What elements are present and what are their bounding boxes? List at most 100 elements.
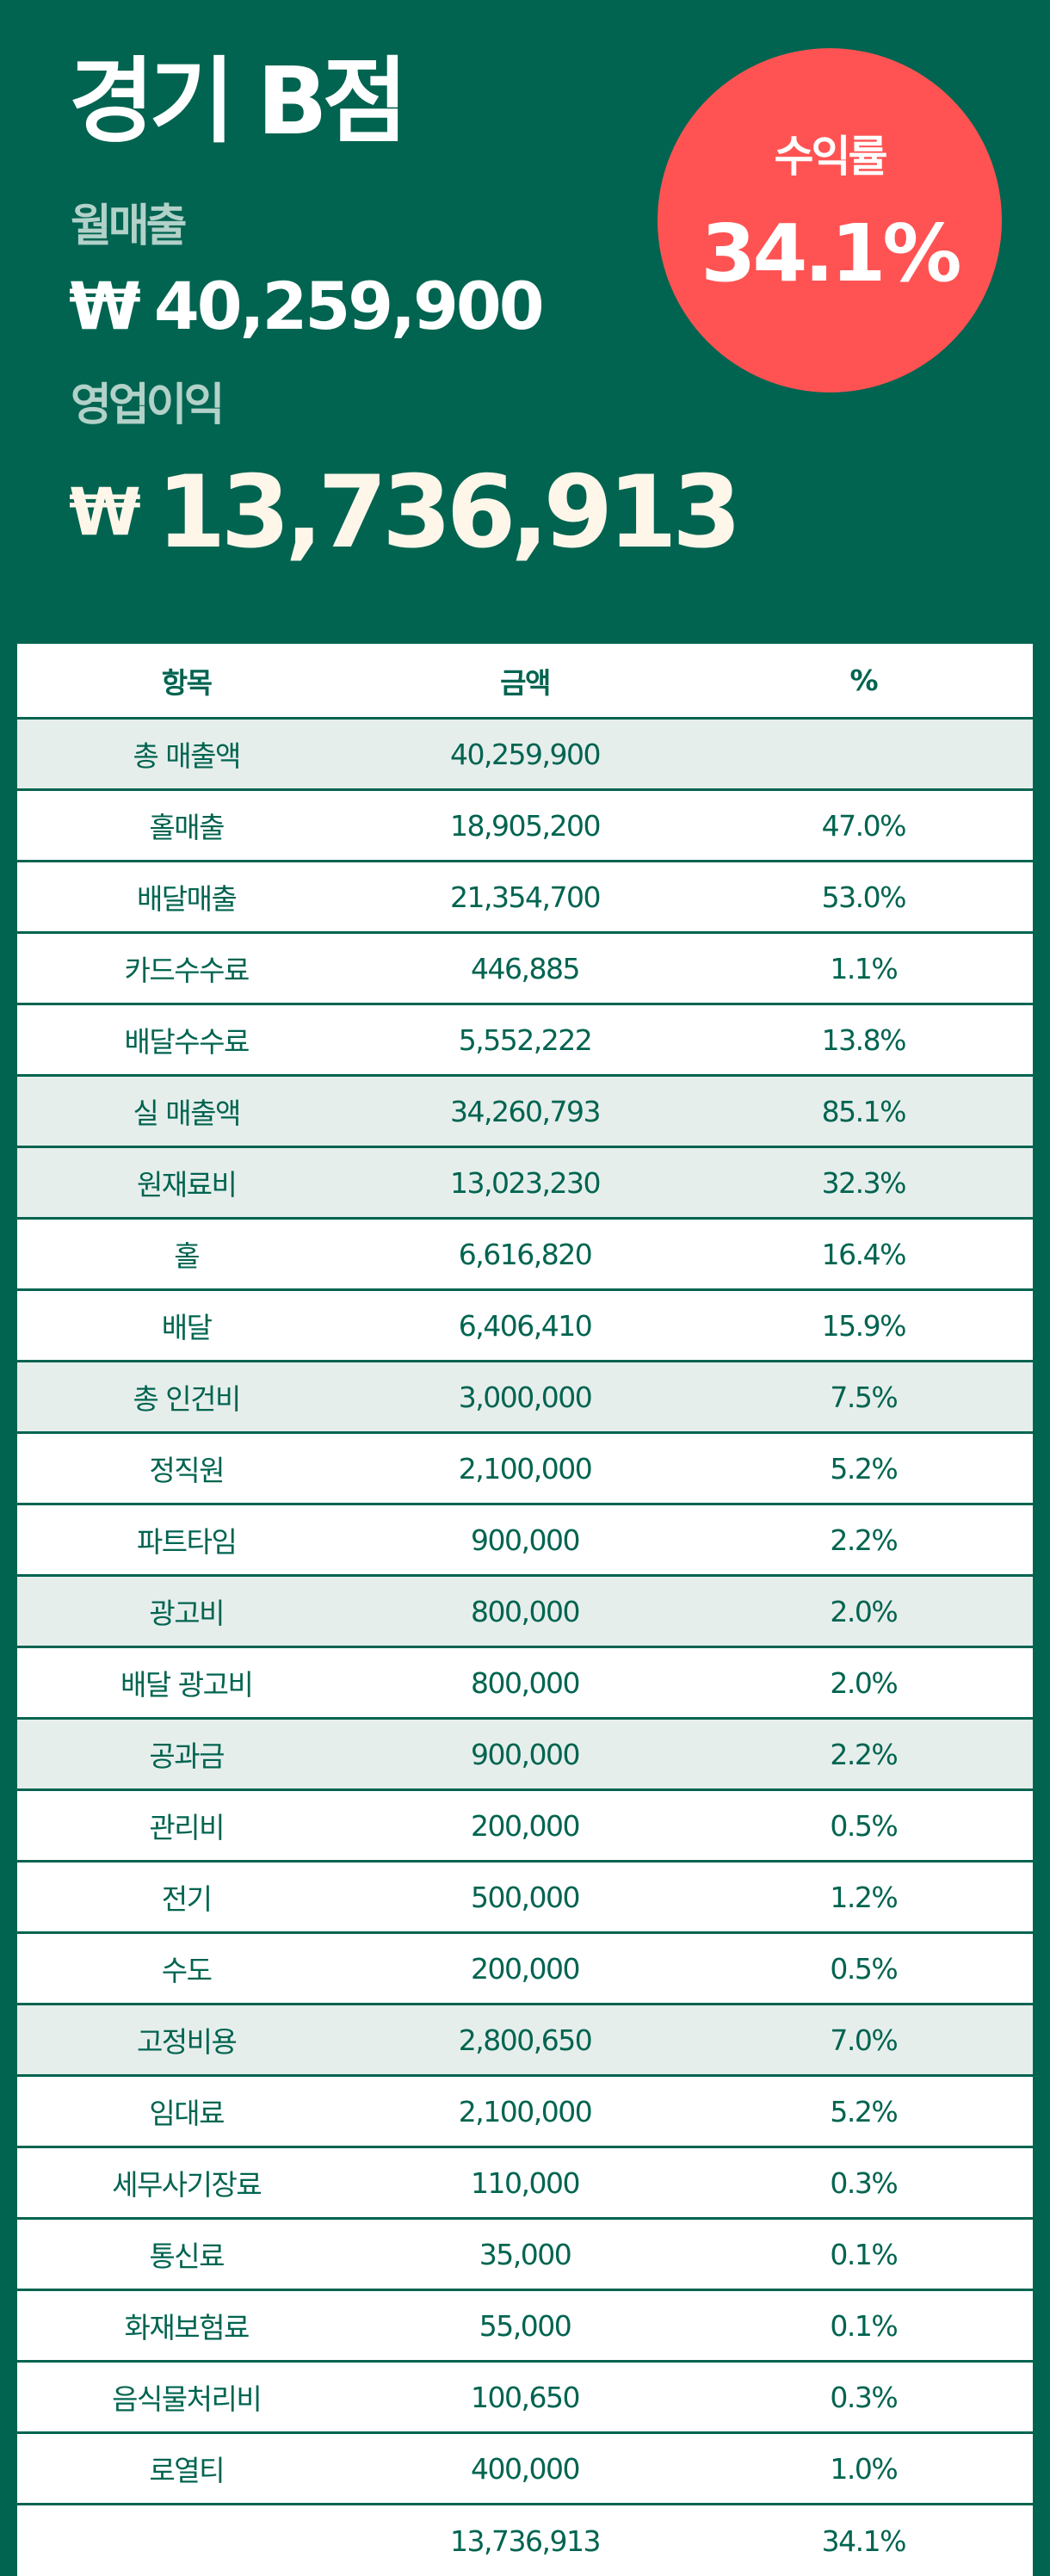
row-item-cell: 수도 bbox=[17, 1933, 355, 2005]
monthly-sales-label: 월매출 bbox=[71, 200, 184, 253]
row-amount-cell: 200,000 bbox=[355, 1790, 694, 1862]
row-percent-cell: 32.3% bbox=[695, 1147, 1033, 1219]
row-item-cell: 총 매출액 bbox=[17, 719, 355, 790]
row-percent-cell: 2.0% bbox=[695, 1576, 1033, 1647]
row-amount-cell: 6,616,820 bbox=[355, 1219, 694, 1290]
row-item-cell: 공과금 bbox=[17, 1719, 355, 1790]
profit-rate-badge: 수익률 34.1% bbox=[658, 48, 1002, 392]
row-amount-cell: 13,736,913 bbox=[355, 2505, 694, 2576]
row-percent-cell: 5.2% bbox=[695, 1433, 1033, 1504]
row-amount-cell: 200,000 bbox=[355, 1933, 694, 2005]
won-currency-icon: ₩ bbox=[69, 473, 136, 551]
row-item-cell: 세무사기장료 bbox=[17, 2147, 355, 2219]
row-amount-cell: 446,885 bbox=[355, 933, 694, 1004]
operating-profit-value: 13,736,913 bbox=[157, 454, 737, 571]
row-item-cell: 원재료비 bbox=[17, 1147, 355, 1219]
row-item-cell: 광고비 bbox=[17, 1576, 355, 1647]
row-item-cell: 파트타임 bbox=[17, 1504, 355, 1576]
row-percent-cell: 2.0% bbox=[695, 1647, 1033, 1719]
row-amount-cell: 13,023,230 bbox=[355, 1147, 694, 1219]
row-amount-cell: 3,000,000 bbox=[355, 1362, 694, 1433]
row-percent-cell: 1.1% bbox=[695, 933, 1033, 1004]
row-percent-cell: 1.0% bbox=[695, 2433, 1033, 2505]
row-amount-cell: 100,650 bbox=[355, 2362, 694, 2433]
row-percent-cell: 34.1% bbox=[695, 2505, 1033, 2576]
row-amount-cell: 400,000 bbox=[355, 2433, 694, 2505]
row-item-cell: 홀매출 bbox=[17, 790, 355, 862]
row-percent-cell: 5.2% bbox=[695, 2076, 1033, 2147]
row-item-cell: 배달 광고비 bbox=[17, 1647, 355, 1719]
store-title: 경기 B점 bbox=[69, 46, 403, 158]
table-header-row: 항목 금액 % bbox=[17, 644, 1033, 719]
row-amount-cell: 40,259,900 bbox=[355, 719, 694, 790]
column-header-amount: 금액 bbox=[355, 644, 694, 719]
row-item-cell: 배달매출 bbox=[17, 862, 355, 933]
row-percent-cell: 0.3% bbox=[695, 2147, 1033, 2219]
row-percent-cell: 13.8% bbox=[695, 1004, 1033, 1076]
row-percent-cell: 53.0% bbox=[695, 862, 1033, 933]
row-item-cell: 관리비 bbox=[17, 1790, 355, 1862]
row-amount-cell: 900,000 bbox=[355, 1504, 694, 1576]
row-item-cell: 전기 bbox=[17, 1862, 355, 1933]
summary-header: 경기 B점 월매출 ₩40,259,900 영업이익 ₩13,736,913 수… bbox=[0, 0, 1050, 644]
column-header-item: 항목 bbox=[17, 644, 355, 719]
row-amount-cell: 21,354,700 bbox=[355, 862, 694, 933]
row-item-cell: 음식물처리비 bbox=[17, 2362, 355, 2433]
row-amount-cell: 34,260,793 bbox=[355, 1076, 694, 1147]
row-item-cell: 정직원 bbox=[17, 1433, 355, 1504]
row-amount-cell: 55,000 bbox=[355, 2290, 694, 2362]
row-item-cell: 배달 bbox=[17, 1290, 355, 1362]
row-item-cell: 통신료 bbox=[17, 2219, 355, 2290]
row-percent-cell: 0.5% bbox=[695, 1933, 1033, 2005]
won-currency-icon: ₩ bbox=[69, 267, 139, 345]
row-percent-cell: 15.9% bbox=[695, 1290, 1033, 1362]
monthly-sales-value: 40,259,900 bbox=[154, 268, 542, 344]
row-item-cell: 고정비용 bbox=[17, 2005, 355, 2076]
row-amount-cell: 35,000 bbox=[355, 2219, 694, 2290]
operating-profit-amount: ₩13,736,913 bbox=[69, 453, 737, 572]
row-percent-cell: 0.3% bbox=[695, 2362, 1033, 2433]
profit-rate-value: 34.1% bbox=[658, 207, 1002, 301]
row-item-cell: 로열티 bbox=[17, 2433, 355, 2505]
row-amount-cell: 800,000 bbox=[355, 1647, 694, 1719]
monthly-sales-amount: ₩40,259,900 bbox=[69, 267, 542, 345]
row-amount-cell: 5,552,222 bbox=[355, 1004, 694, 1076]
row-percent-cell: 0.1% bbox=[695, 2219, 1033, 2290]
row-amount-cell: 6,406,410 bbox=[355, 1290, 694, 1362]
row-percent-cell: 7.0% bbox=[695, 2005, 1033, 2076]
row-percent-cell: 2.2% bbox=[695, 1504, 1033, 1576]
row-amount-cell: 500,000 bbox=[355, 1862, 694, 1933]
row-amount-cell: 2,100,000 bbox=[355, 1433, 694, 1504]
row-amount-cell: 110,000 bbox=[355, 2147, 694, 2219]
row-amount-cell: 800,000 bbox=[355, 1576, 694, 1647]
row-amount-cell: 900,000 bbox=[355, 1719, 694, 1790]
row-item-cell: 실 매출액 bbox=[17, 1076, 355, 1147]
row-percent-cell bbox=[695, 719, 1033, 790]
row-percent-cell: 1.2% bbox=[695, 1862, 1033, 1933]
